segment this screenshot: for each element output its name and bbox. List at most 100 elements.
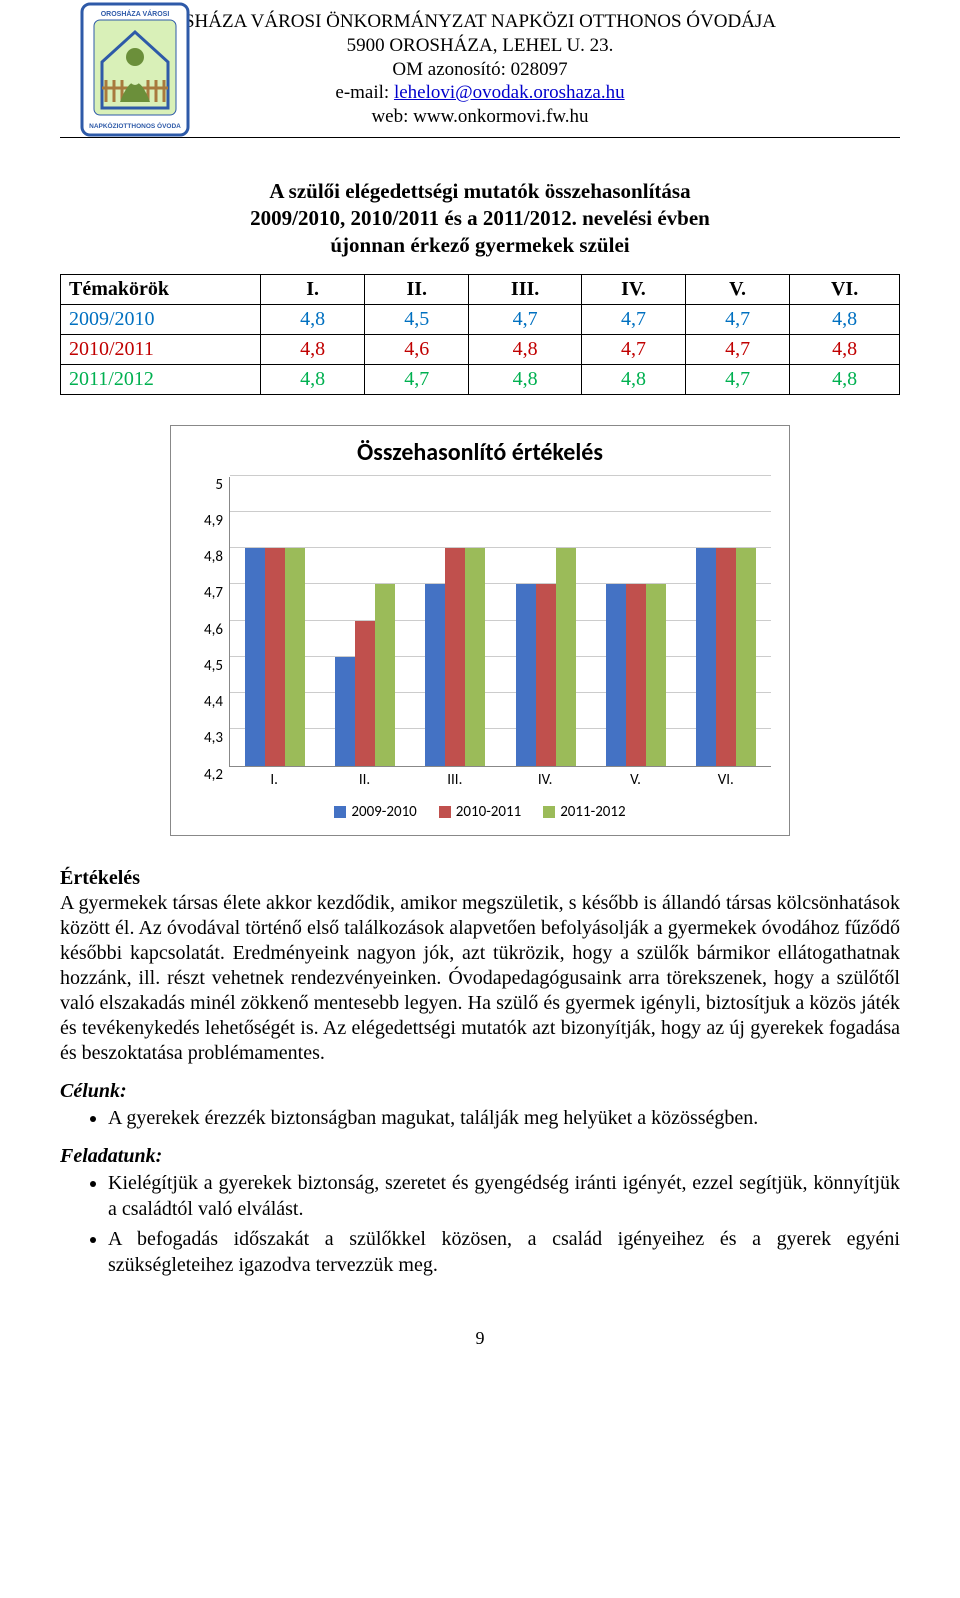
ertekeles-paragraph: A gyermekek társas élete akkor kezdődik,…	[60, 892, 900, 1064]
table-row-label: 2011/2012	[61, 364, 261, 394]
table-cell: 4,8	[469, 364, 582, 394]
bar-group	[240, 548, 310, 766]
x-tick-label: V.	[590, 767, 680, 789]
chart-bar	[355, 621, 375, 766]
chart-bar	[445, 548, 465, 766]
bar-group	[420, 548, 490, 766]
header-email-prefix: e-mail:	[335, 82, 394, 103]
table-cell: 4,6	[365, 334, 469, 364]
table-cell: 4,8	[261, 364, 365, 394]
table-cell: 4,5	[365, 304, 469, 334]
celunk-heading: Célunk:	[60, 1080, 900, 1103]
chart-title: Összehasonlító értékelés	[189, 438, 771, 467]
y-tick-label: 5	[215, 476, 223, 494]
feladatunk-heading: Feladatunk:	[60, 1145, 900, 1168]
x-tick-label: II.	[319, 767, 409, 789]
table-cell: 4,7	[686, 304, 790, 334]
chart-x-axis: I.II.III.IV.V.VI.	[229, 767, 771, 789]
logo-image: OROSHÁZA VÁROSI NAPKÖZIOTTHONOS ÓVODA	[80, 2, 190, 137]
table-header-cell: V.	[686, 274, 790, 304]
chart-bar	[465, 548, 485, 766]
chart-bar	[736, 548, 756, 766]
table-cell: 4,8	[261, 304, 365, 334]
chart-bar	[265, 548, 285, 766]
y-tick-label: 4,4	[204, 693, 223, 711]
table-cell: 4,7	[686, 364, 790, 394]
bar-group	[330, 584, 400, 765]
legend-item: 2010-2011	[439, 803, 521, 821]
table-row-label: 2010/2011	[61, 334, 261, 364]
chart-bar	[516, 584, 536, 765]
chart-bar	[285, 548, 305, 766]
table-header-cell: Témakörök	[61, 274, 261, 304]
table-cell: 4,7	[581, 334, 685, 364]
chart-bar	[245, 548, 265, 766]
chart-bar	[646, 584, 666, 765]
y-tick-label: 4,3	[204, 729, 223, 747]
chart-y-axis: 54,94,84,74,64,54,44,34,2	[189, 477, 229, 767]
chart-bar	[606, 584, 626, 765]
legend-item: 2009-2010	[334, 803, 416, 821]
list-item: A gyerekek érezzék biztonságban magukat,…	[108, 1105, 900, 1131]
chart-bar	[696, 548, 716, 766]
section-title: A szülői elégedettségi mutatók összehaso…	[60, 178, 900, 260]
table-header-cell: VI.	[790, 274, 900, 304]
body-text: Értékelés A gyermekek társas élete akkor…	[60, 866, 900, 1066]
chart-bar	[626, 584, 646, 765]
list-item: A befogadás időszakát a szülőkkel közöse…	[108, 1226, 900, 1278]
table-header-cell: IV.	[581, 274, 685, 304]
table-header-cell: II.	[365, 274, 469, 304]
table-cell: 4,8	[469, 334, 582, 364]
comparison-table: TémakörökI.II.III.IV.V.VI. 2009/20104,84…	[60, 274, 900, 395]
y-tick-label: 4,7	[204, 584, 223, 602]
table-row-label: 2009/2010	[61, 304, 261, 334]
table-row: 2009/20104,84,54,74,74,74,8	[61, 304, 900, 334]
bar-group	[601, 584, 671, 765]
header-email-link[interactable]: lehelovi@ovodak.oroshaza.hu	[394, 82, 625, 103]
table-cell: 4,8	[790, 364, 900, 394]
legend-label: 2011-2012	[560, 803, 625, 821]
header-web-text: www.onkormovi.fw.hu	[413, 106, 588, 127]
y-tick-label: 4,6	[204, 621, 223, 639]
list-item: Kielégítjük a gyerekek biztonság, szeret…	[108, 1170, 900, 1222]
chart-bar	[536, 584, 556, 765]
header-web-prefix: web:	[371, 106, 413, 127]
table-row: 2011/20124,84,74,84,84,74,8	[61, 364, 900, 394]
legend-swatch	[334, 806, 346, 818]
celunk-list: A gyerekek érezzék biztonságban magukat,…	[60, 1105, 900, 1131]
x-tick-label: IV.	[500, 767, 590, 789]
svg-text:NAPKÖZIOTTHONOS ÓVODA: NAPKÖZIOTTHONOS ÓVODA	[89, 121, 181, 130]
table-cell: 4,8	[261, 334, 365, 364]
page-number: 9	[60, 1328, 900, 1349]
svg-text:OROSHÁZA VÁROSI: OROSHÁZA VÁROSI	[101, 9, 170, 18]
y-tick-label: 4,8	[204, 548, 223, 566]
y-tick-label: 4,5	[204, 657, 223, 675]
legend-item: 2011-2012	[543, 803, 625, 821]
chart-bar	[556, 548, 576, 766]
table-cell: 4,8	[790, 304, 900, 334]
legend-label: 2010-2011	[456, 803, 521, 821]
bar-group	[511, 548, 581, 766]
table-cell: 4,7	[581, 304, 685, 334]
chart-bar	[335, 657, 355, 766]
table-cell: 4,7	[686, 334, 790, 364]
table-cell: 4,8	[581, 364, 685, 394]
gridline	[230, 475, 771, 476]
table-cell: 4,8	[790, 334, 900, 364]
legend-swatch	[543, 806, 555, 818]
x-tick-label: I.	[229, 767, 319, 789]
chart-plot-area	[229, 477, 771, 767]
legend-swatch	[439, 806, 451, 818]
chart-legend: 2009-2010 2010-2011 2011-2012	[189, 803, 771, 821]
ertekeles-heading: Értékelés	[60, 867, 140, 889]
legend-label: 2009-2010	[351, 803, 416, 821]
chart-bar	[425, 584, 445, 765]
feladatunk-list: Kielégítjük a gyerekek biztonság, szeret…	[60, 1170, 900, 1278]
comparison-chart: Összehasonlító értékelés 54,94,84,74,64,…	[170, 425, 790, 836]
bar-group	[691, 548, 761, 766]
table-header-cell: I.	[261, 274, 365, 304]
table-cell: 4,7	[365, 364, 469, 394]
title-line-2: 2009/2010, 2010/2011 és a 2011/2012. nev…	[60, 205, 900, 232]
table-cell: 4,7	[469, 304, 582, 334]
table-row: 2010/20114,84,64,84,74,74,8	[61, 334, 900, 364]
